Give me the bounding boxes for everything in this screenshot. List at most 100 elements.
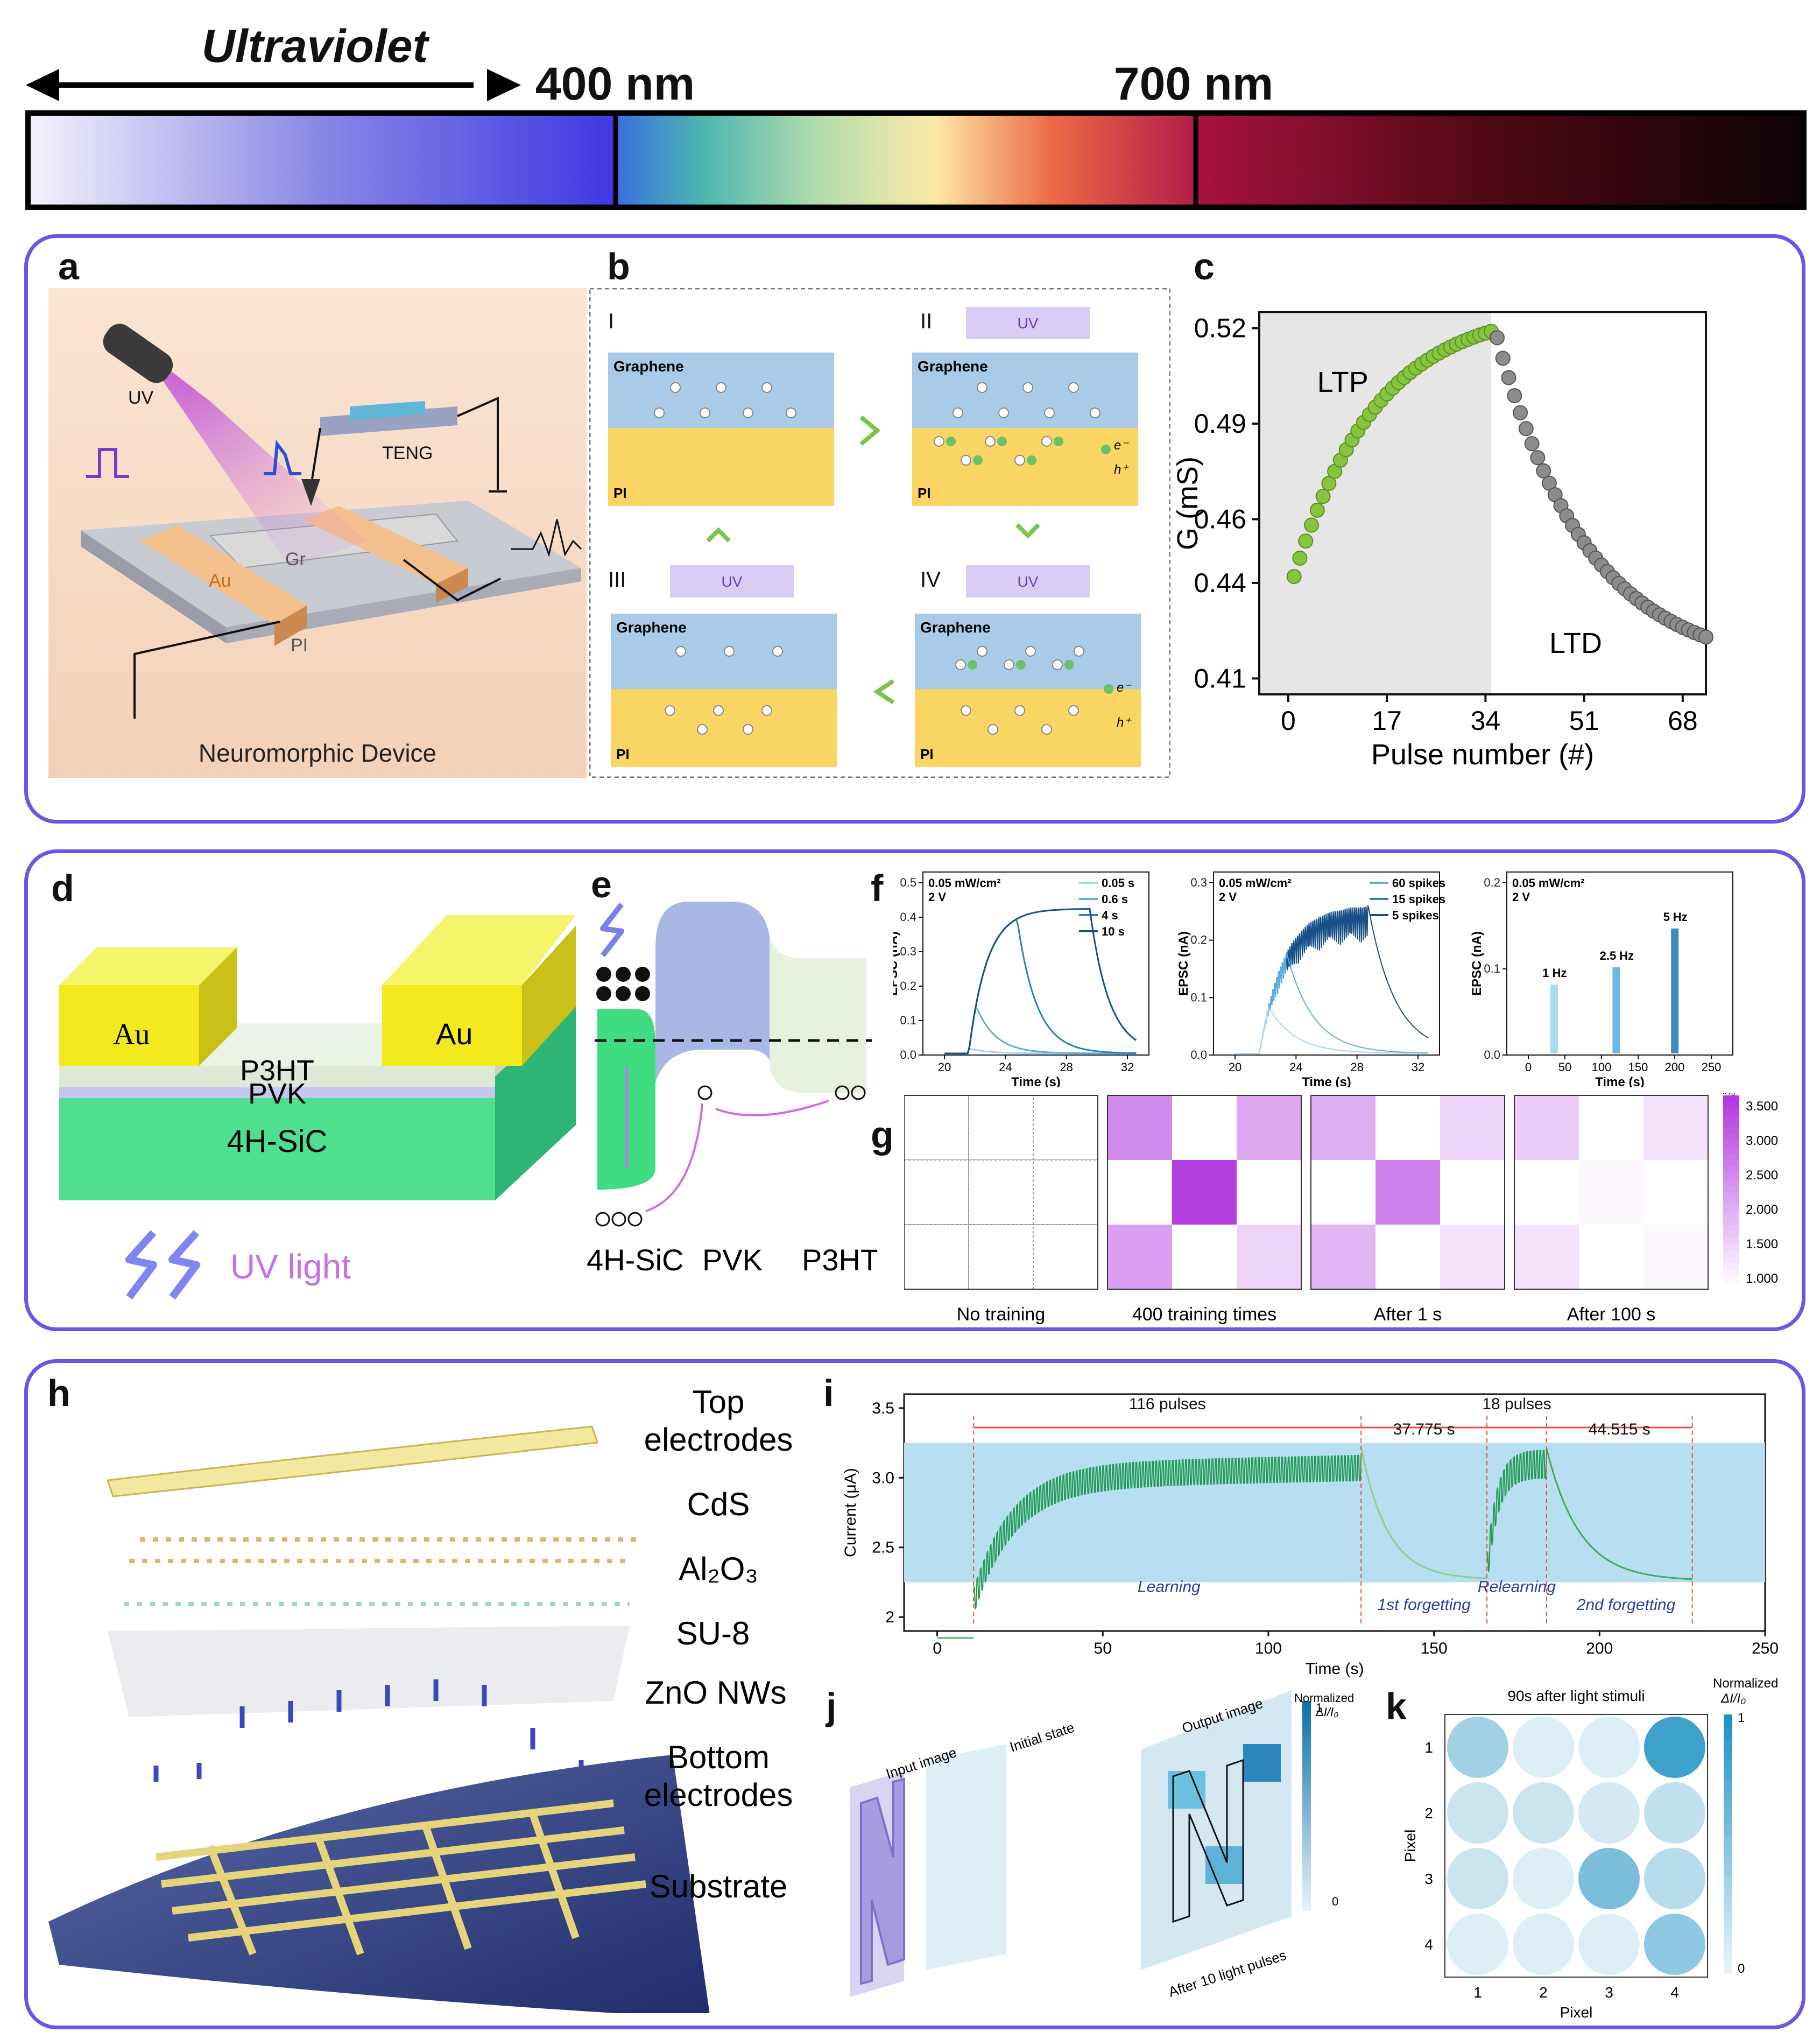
array-exploded-svg: Top electrodes CdS Al₂O₃ SU-8 ZnO NWs Bo… xyxy=(48,1384,793,2019)
k-xtick-label: 2 xyxy=(1539,1984,1548,2001)
k-colorbar-step xyxy=(1724,1908,1732,1915)
label-i: i xyxy=(823,1372,834,1414)
label-j: j xyxy=(826,1685,837,1727)
f3-peak xyxy=(1612,967,1620,1053)
h-layer-su8: SU-8 xyxy=(676,1615,750,1651)
chart-i-svg: 0 50 100 150 200 250 3.5 3.0 2.5 2 Time (s) Current… xyxy=(842,1393,1779,1678)
f-ytick-label: 0.1 xyxy=(900,1014,916,1027)
c-xlabel: Pulse number (#) xyxy=(1371,739,1594,771)
i-forget2-trace xyxy=(1546,1448,1692,1580)
ltp-label: LTP xyxy=(1317,366,1368,398)
g-cell xyxy=(1375,1225,1440,1289)
mark-700: 700 nm xyxy=(1114,58,1273,110)
sic-front xyxy=(59,1093,495,1200)
c-xtick-label: 68 xyxy=(1668,706,1698,736)
i-phase-label: Relearning xyxy=(1478,1578,1556,1596)
spectrum-frame xyxy=(25,110,1807,210)
signal-trace xyxy=(511,519,582,558)
au-left-side xyxy=(199,947,237,1066)
c-ytick-label: 0.52 xyxy=(1194,313,1246,343)
j-cb-max: 1 xyxy=(1316,1701,1322,1714)
k-pixel xyxy=(1513,1717,1574,1778)
g-colorbar-step xyxy=(1723,1244,1739,1251)
c-ytick-label: 0.41 xyxy=(1194,663,1246,693)
f-ylabel: EPSC (nA) xyxy=(1176,931,1191,996)
f-note-voltage: 2 V xyxy=(1512,890,1530,904)
i-segment-label: 18 pulses xyxy=(1482,1395,1551,1413)
stage-1: I Graphene PI xyxy=(608,310,834,506)
k-colorbar-step xyxy=(1724,1714,1732,1721)
au-electrode-left-side xyxy=(274,606,307,646)
i-xtick-label: 200 xyxy=(1586,1640,1613,1657)
chart-k-svg: 90s after light stimuli 1 1 2 2 3 3 4 4 Pixel Pixe… xyxy=(1402,1676,1778,2021)
stage-4: IV UV Graphene PI e⁻ h⁺ xyxy=(915,565,1141,767)
probe-tip xyxy=(301,479,320,506)
ltp-shade xyxy=(1259,312,1492,694)
panel-g: No training 400 training times After 1 s Af… xyxy=(904,1085,1787,1325)
au-electrode-right-side xyxy=(436,568,468,603)
output-cell-1 xyxy=(1168,1771,1205,1809)
k-pixel xyxy=(1447,1914,1508,1975)
panel-i: 0 50 100 150 200 250 3.5 3.0 2.5 2 Time (s) Current… xyxy=(840,1375,1787,1688)
ltd-point xyxy=(1513,405,1528,420)
k-colorbar-step xyxy=(1724,1779,1732,1786)
g-cell xyxy=(1311,1160,1375,1225)
stage-3-holes xyxy=(665,646,783,735)
stage-3-label: III xyxy=(608,568,626,592)
h-layer-bottom-1: Bottom xyxy=(667,1739,770,1775)
c-xtick-label: 34 xyxy=(1471,706,1501,736)
g-colorbar-step xyxy=(1723,1192,1739,1199)
g-colorbar-step xyxy=(1723,1276,1739,1283)
g-cell xyxy=(1643,1160,1708,1225)
teng-layer xyxy=(350,401,425,420)
stage-4-uv-label: UV xyxy=(1018,573,1039,590)
g-cell xyxy=(1514,1160,1579,1225)
stage-4-label: IV xyxy=(920,568,941,592)
f-legend-label: 0.6 s xyxy=(1102,892,1128,906)
k-ytick-label: 1 xyxy=(1424,1739,1433,1756)
pvk-band xyxy=(655,902,770,1082)
bottom-electrodes xyxy=(156,1799,646,1956)
f3-peak xyxy=(1550,985,1558,1053)
k-colorbar-step xyxy=(1724,1895,1732,1902)
g-title: No training xyxy=(957,1304,1045,1324)
stage-2: II UV Graphene PI e⁻ h⁺ xyxy=(912,307,1138,506)
uv-source-icon xyxy=(103,324,173,383)
g-colorbar-step xyxy=(1723,1270,1739,1277)
uv-light-icon xyxy=(125,1230,200,1300)
panel-d: Au Au P3HT PVK 4H-SiC UV light xyxy=(59,888,576,1319)
pi-label: PI xyxy=(291,635,308,656)
ltp-point xyxy=(1304,517,1320,533)
device-caption: Neuromorphic Device xyxy=(199,739,436,767)
au-left-top xyxy=(59,947,237,985)
au-left-front xyxy=(59,985,199,1066)
c-xtick-label: 51 xyxy=(1569,706,1599,736)
i-ytick-label: 3.0 xyxy=(872,1469,894,1487)
g-colorbar-step xyxy=(1723,1263,1739,1270)
g-cell xyxy=(968,1224,1034,1290)
g-colorbar-step xyxy=(1723,1128,1739,1135)
h-layer-zno: ZnO NWs xyxy=(645,1675,786,1711)
k-pixel xyxy=(1578,1848,1640,1909)
stage-4-graphene-label: Graphene xyxy=(920,619,991,636)
e-label-sic: 4H-SiC xyxy=(587,1243,683,1277)
stage-2-label: II xyxy=(920,310,932,333)
g-colorbar-step xyxy=(1723,1257,1739,1264)
k-pixel xyxy=(1513,1782,1574,1844)
c-ytick-label: 0.46 xyxy=(1194,504,1246,535)
i-segment-label: 37.775 s xyxy=(1393,1421,1455,1438)
k-ytick-label: 4 xyxy=(1424,1936,1433,1953)
c-ytick-label: 0.49 xyxy=(1194,409,1246,439)
g-cell xyxy=(1033,1095,1098,1161)
g-colorbar-tick: 3.500 xyxy=(1746,1099,1778,1114)
i-phase-label: Learning xyxy=(1138,1578,1201,1596)
chart-f-svg: 0.0 0.1 0.2 0.3 0.4 0.5 20 24 28 32 Time (s) EPSC (… xyxy=(886,871,1733,1089)
g-colorbar-step xyxy=(1723,1141,1739,1148)
g-colorbar-step xyxy=(1723,1199,1739,1206)
i-xtick-label: 100 xyxy=(1255,1640,1282,1657)
pulse-icon-purple xyxy=(86,448,129,478)
g-frame xyxy=(1514,1095,1709,1290)
g-cell xyxy=(1579,1225,1643,1289)
g-cell xyxy=(1440,1160,1505,1225)
k-colorbar-step xyxy=(1724,1934,1732,1941)
